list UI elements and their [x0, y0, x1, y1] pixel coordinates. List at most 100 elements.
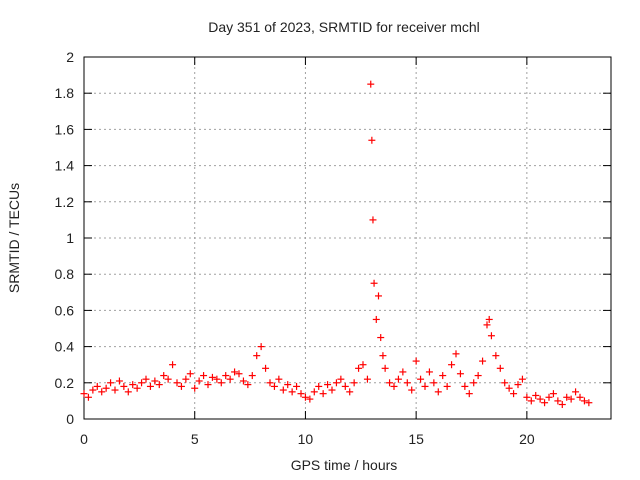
data-point	[138, 379, 146, 387]
data-point	[375, 292, 382, 300]
y-tick-label: 0.6	[55, 302, 75, 318]
data-point	[585, 399, 593, 407]
data-point	[381, 364, 389, 372]
data-point	[554, 397, 562, 405]
data-point	[479, 357, 487, 365]
data-point	[133, 384, 141, 392]
data-point	[169, 361, 177, 369]
y-tick-label: 1.8	[55, 85, 75, 101]
data-point	[370, 279, 378, 287]
data-point	[239, 377, 247, 385]
data-point	[98, 388, 106, 396]
data-point	[328, 386, 336, 394]
y-tick-label: 1.4	[55, 158, 75, 174]
x-tick-label: 0	[80, 431, 88, 447]
data-point	[470, 379, 478, 387]
data-point	[567, 395, 575, 403]
data-point	[487, 332, 495, 340]
y-tick-label: 1.2	[55, 194, 75, 210]
x-tick-label: 20	[519, 431, 535, 447]
data-point	[369, 216, 377, 224]
data-point	[379, 352, 387, 360]
data-point	[310, 388, 318, 396]
x-axis-label: GPS time / hours	[291, 457, 398, 473]
data-point	[527, 397, 535, 405]
data-point	[501, 379, 509, 387]
data-point	[204, 381, 212, 389]
data-point	[518, 375, 526, 383]
y-tick-label: 0.2	[55, 375, 75, 391]
data-point	[558, 401, 566, 409]
data-point	[541, 399, 549, 407]
data-point	[257, 343, 265, 351]
data-point	[359, 361, 367, 369]
chart-title: Day 351 of 2023, SRMTID for receiver mch…	[208, 19, 480, 35]
y-tick-label: 1.6	[55, 121, 75, 137]
data-point	[368, 136, 376, 144]
data-point	[253, 352, 261, 360]
data-point	[372, 315, 380, 323]
data-point	[510, 390, 518, 398]
data-point	[173, 379, 181, 387]
data-point	[377, 334, 385, 342]
data-point	[355, 364, 363, 372]
data-point	[483, 321, 491, 329]
data-point	[341, 382, 349, 390]
data-point	[576, 393, 584, 401]
data-point	[200, 372, 208, 380]
data-point	[195, 377, 203, 385]
data-point	[155, 381, 163, 389]
data-point	[111, 386, 119, 394]
data-point	[107, 379, 115, 387]
data-point	[297, 390, 305, 398]
data-point	[412, 357, 420, 365]
data-point	[226, 375, 234, 383]
data-point	[337, 375, 345, 383]
x-tick-label: 5	[191, 431, 199, 447]
data-point	[408, 386, 416, 394]
x-tick-label: 15	[408, 431, 424, 447]
data-point	[461, 382, 469, 390]
data-point	[306, 395, 314, 403]
data-point	[244, 381, 252, 389]
data-point	[536, 395, 544, 403]
data-point	[222, 372, 230, 380]
data-point	[208, 373, 216, 381]
y-tick-label: 2	[66, 49, 74, 65]
data-point	[549, 390, 557, 398]
data-point	[505, 384, 513, 392]
data-point	[545, 393, 553, 401]
data-point	[399, 368, 407, 376]
data-point	[315, 382, 323, 390]
data-point	[580, 397, 588, 405]
data-point	[146, 382, 154, 390]
data-point	[452, 350, 460, 358]
data-point	[572, 388, 580, 396]
data-point	[456, 370, 464, 378]
data-point	[142, 375, 150, 383]
data-point	[394, 375, 402, 383]
data-point	[89, 386, 97, 394]
data-point	[275, 375, 283, 383]
data-point	[129, 381, 137, 389]
data-point	[191, 384, 199, 392]
plot-frame	[83, 56, 612, 420]
data-point	[124, 388, 132, 396]
y-axis-label: SRMTID / TECUs	[6, 183, 22, 293]
data-point	[492, 352, 500, 360]
y-tick-label: 1	[66, 230, 74, 246]
data-point	[367, 80, 375, 88]
data-point	[262, 364, 270, 372]
data-point	[102, 384, 110, 392]
data-point	[439, 372, 447, 380]
y-tick-label: 0.8	[55, 266, 75, 282]
data-point	[474, 372, 482, 380]
data-point	[386, 379, 394, 387]
data-points	[80, 80, 593, 409]
data-point	[231, 368, 239, 376]
data-point	[288, 388, 296, 396]
data-point	[279, 386, 287, 394]
data-point	[346, 388, 354, 396]
data-point	[270, 382, 278, 390]
